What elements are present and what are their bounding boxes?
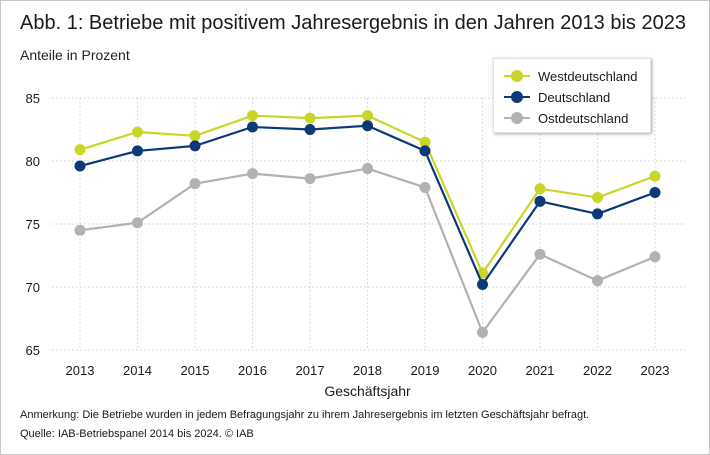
data-point-westdeutschland <box>304 112 316 124</box>
y-tick-label: 75 <box>26 217 40 232</box>
data-point-ostdeutschland <box>74 224 86 236</box>
data-point-deutschland <box>649 187 661 198</box>
data-point-westdeutschland <box>592 192 603 204</box>
data-point-deutschland <box>189 140 201 152</box>
source-note: Quelle: IAB-Betriebspanel 2014 bis 2024.… <box>20 428 254 440</box>
x-tick-label: 2016 <box>238 363 267 378</box>
data-point-westdeutschland <box>362 110 373 122</box>
x-tick-label: 2013 <box>66 363 95 378</box>
y-tick-label: 80 <box>26 154 40 169</box>
legend-label: Ostdeutschland <box>538 110 629 126</box>
legend-swatch <box>504 91 530 103</box>
data-point-deutschland <box>419 145 431 157</box>
data-point-ostdeutschland <box>649 251 661 263</box>
x-tick-label: 2023 <box>641 363 670 378</box>
legend-swatch <box>504 112 530 124</box>
data-point-deutschland <box>304 124 316 135</box>
data-point-deutschland <box>592 208 603 220</box>
chart-legend: Westdeutschland Deutschland Ostdeutschland <box>493 58 651 133</box>
legend-item-ostdeutschland: Ostdeutschland <box>504 109 628 127</box>
data-point-ostdeutschland <box>189 178 201 190</box>
legend-swatch <box>504 70 530 82</box>
data-point-ostdeutschland <box>304 173 316 185</box>
data-point-westdeutschland <box>649 170 661 182</box>
legend-item-westdeutschland: Westdeutschland <box>504 67 638 85</box>
data-point-ostdeutschland <box>132 217 143 229</box>
x-tick-label: 2015 <box>181 363 210 378</box>
x-tick-label: 2017 <box>296 363 325 378</box>
data-point-ostdeutschland <box>247 168 258 180</box>
x-tick-label: 2021 <box>526 363 555 378</box>
data-point-westdeutschland <box>534 183 546 195</box>
y-tick-label: 85 <box>26 91 40 106</box>
data-point-ostdeutschland <box>477 326 488 338</box>
data-point-westdeutschland <box>189 130 201 142</box>
x-axis-label: Geschäftsjahr <box>324 383 411 399</box>
x-tick-label: 2014 <box>123 363 152 378</box>
data-point-westdeutschland <box>132 126 143 138</box>
y-tick-label: 65 <box>26 343 40 358</box>
legend-label: Deutschland <box>538 89 611 105</box>
y-tick-label: 70 <box>26 280 40 295</box>
annotation-note: Anmerkung: Die Betriebe wurden in jedem … <box>20 409 590 421</box>
data-point-deutschland <box>247 121 258 133</box>
legend-item-deutschland: Deutschland <box>504 88 610 106</box>
data-point-deutschland <box>362 120 373 132</box>
data-point-westdeutschland <box>247 110 258 122</box>
chart-title: Abb. 1: Betriebe mit positivem Jahreserg… <box>20 12 686 34</box>
data-point-deutschland <box>132 145 143 157</box>
legend-label: Westdeutschland <box>538 68 638 84</box>
data-point-ostdeutschland <box>534 248 546 260</box>
data-point-ostdeutschland <box>592 275 603 287</box>
x-tick-label: 2020 <box>468 363 497 378</box>
series-line-deutschland <box>79 124 656 286</box>
x-tick-label: 2018 <box>353 363 382 378</box>
chart-subtitle: Anteile in Prozent <box>20 47 130 63</box>
data-point-ostdeutschland <box>362 163 373 175</box>
x-tick-label: 2022 <box>583 363 612 378</box>
data-point-westdeutschland <box>419 136 431 148</box>
data-point-westdeutschland <box>74 144 86 156</box>
x-tick-label: 2019 <box>411 363 440 378</box>
data-point-deutschland <box>74 160 86 172</box>
data-point-deutschland <box>477 278 488 290</box>
data-point-ostdeutschland <box>419 181 431 193</box>
data-point-deutschland <box>534 195 546 207</box>
